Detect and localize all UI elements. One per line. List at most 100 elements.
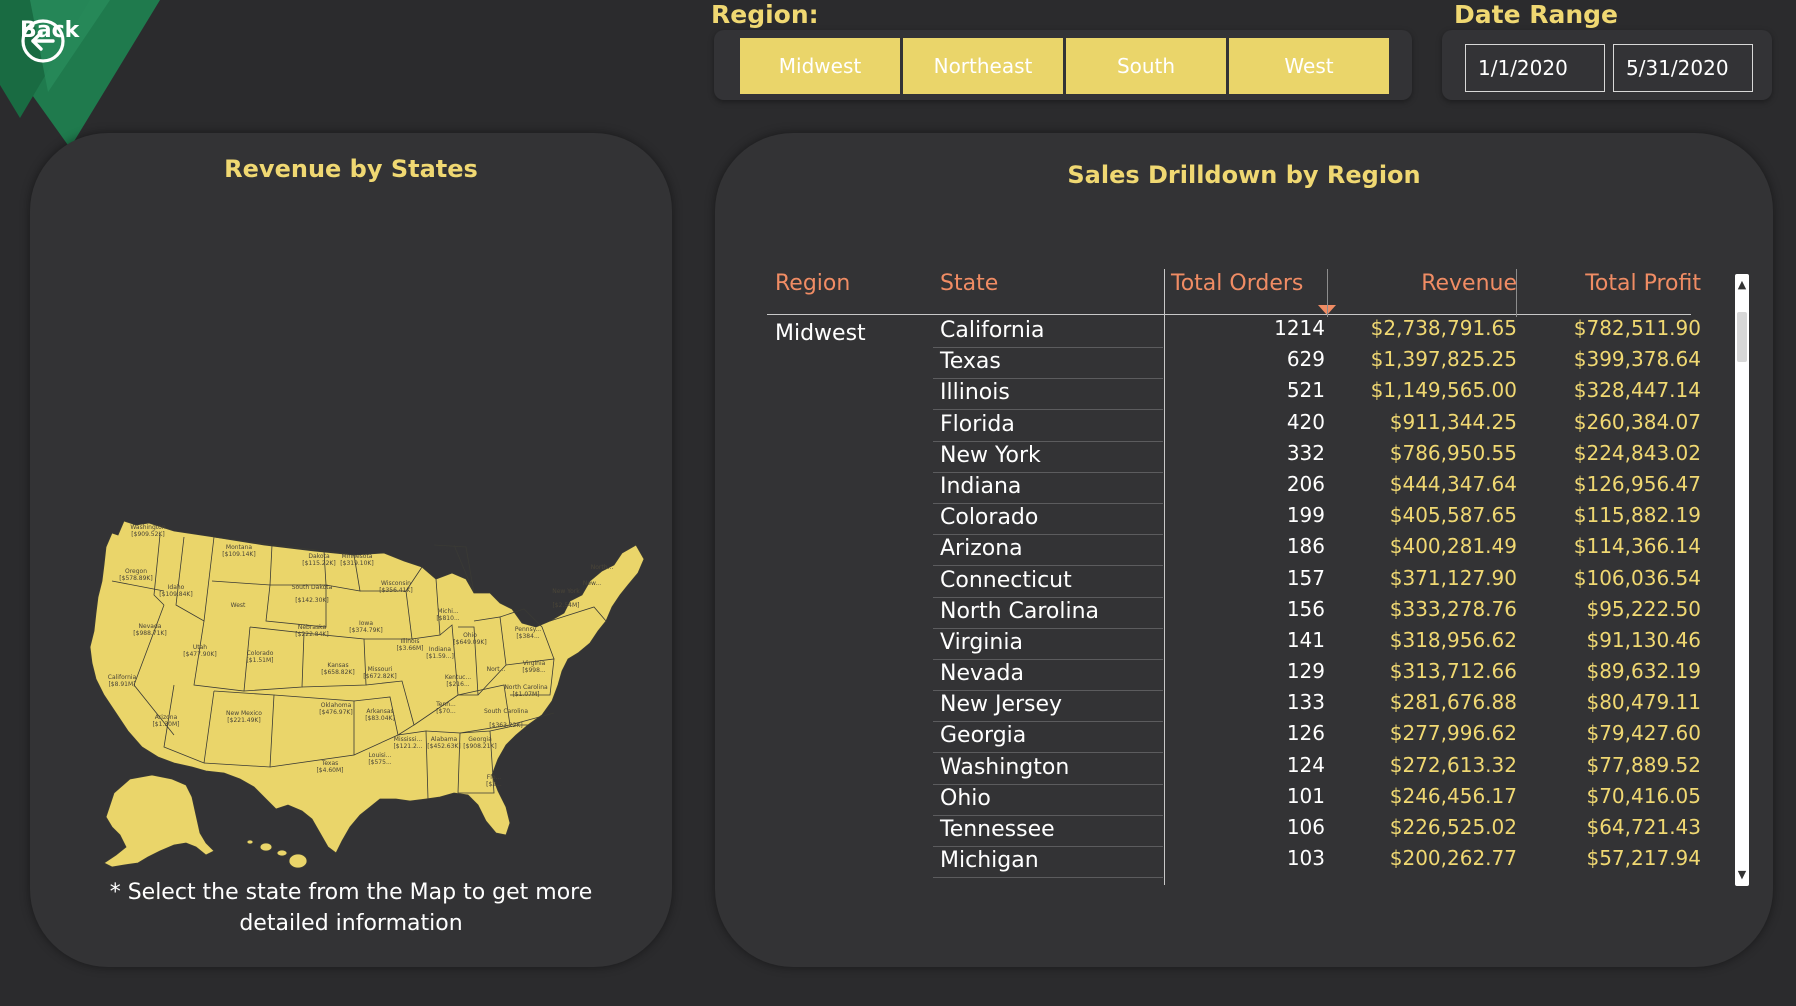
table-row[interactable]: California 1214 $2,738,791.65 $782,511.90 [767,316,1709,348]
table-scrollbar[interactable]: ▲ ▼ [1735,274,1749,886]
map-label: Utah [193,644,207,651]
map-label: Montana [226,544,252,551]
table-row[interactable]: Georgia 126 $277,996.62 $79,427.60 [767,721,1709,754]
total-profit-cell: $126,956.47 [1573,471,1701,496]
row-divider [933,814,1163,816]
table-row[interactable]: Tennessee 106 $226,525.02 $64,721.43 [767,815,1709,847]
map-instruction-note: * Select the state from the Map to get m… [30,877,672,939]
total-profit-cell: $328,447.14 [1573,378,1701,403]
column-divider [1516,269,1517,317]
total-profit-cell: $224,843.02 [1573,440,1701,465]
map-label: [$70... [436,708,456,715]
map-label: Arkansas [366,708,393,715]
region-buttons: Midwest Northeast South West [740,38,1389,94]
total-orders-cell: 420 [1286,409,1325,434]
table-row[interactable]: Nevada 129 $313,712.66 $89,632.19 [767,659,1709,692]
scroll-down-icon[interactable]: ▼ [1737,868,1747,881]
region-group-cell[interactable]: Midwest [775,321,866,346]
map-label: [$672.82K] [363,673,396,680]
state-cell: Georgia [940,723,1027,749]
revenue-cell: $313,712.66 [1389,659,1517,684]
map-label: [$109.14K] [222,551,255,558]
total-orders-cell: 141 [1286,627,1325,652]
map-label: [$384... [516,633,539,640]
row-divider [933,471,1163,473]
table-header: Region State Total Orders Revenue Total … [767,266,1709,316]
total-orders-cell: 199 [1286,503,1325,528]
table-row[interactable]: North Carolina 156 $333,278.76 $95,222.50 [767,596,1709,629]
map-label: Virginia [523,660,546,667]
map-label: Mississi... [394,736,422,743]
table-row[interactable]: Indiana 206 $444,347.64 $126,956.47 [767,471,1709,504]
map-label: [$908.21K] [463,743,496,750]
col-header-revenue[interactable]: Revenue [1421,271,1517,296]
map-label: Kentuc... [445,674,471,681]
hawaii-island [276,849,288,857]
us-revenue-map[interactable]: Washington [$909.52K] Montana [$109.14K]… [54,395,645,925]
table-row[interactable]: Ohio 101 $246,456.17 $70,416.05 [767,783,1709,816]
back-corner-decor [0,0,160,148]
total-profit-cell: $260,384.07 [1573,409,1701,434]
revenue-cell: $405,587.65 [1389,503,1517,528]
revenue-cell: $444,347.64 [1389,471,1517,496]
total-orders-cell: 124 [1286,752,1325,777]
region-option-northeast[interactable]: Northeast [903,38,1063,94]
table-row[interactable]: Florida 420 $911,344.25 $260,384.07 [767,409,1709,442]
map-label: [$83.04K] [365,715,395,722]
region-option-south[interactable]: South [1066,38,1226,94]
map-label: Michi... [437,608,458,615]
table-row[interactable]: Colorado 199 $405,587.65 $115,882.19 [767,503,1709,536]
table-row[interactable]: Texas 629 $1,397,825.25 $399,378.64 [767,347,1709,380]
map-label: North Carolina [504,684,548,691]
scroll-thumb[interactable] [1737,312,1747,362]
map-label: [$1.07M] [512,691,539,698]
scroll-up-icon[interactable]: ▲ [1737,278,1747,291]
revenue-cell: $200,262.77 [1389,846,1517,871]
revenue-cell: $277,996.62 [1389,721,1517,746]
table-row[interactable]: Connecticut 157 $371,127.90 $106,036.54 [767,566,1709,598]
map-label: [$1.51M] [246,657,273,664]
map-label: [$2.54M] [552,602,579,609]
table-row[interactable]: New York 332 $786,950.55 $224,843.02 [767,440,1709,473]
map-note-line2: detailed information [239,911,463,936]
end-date-input[interactable] [1613,44,1753,92]
map-label: Texas [321,760,339,767]
map-label: [$452.63K] [427,743,460,750]
col-header-total-orders[interactable]: Total Orders [1171,271,1304,296]
total-orders-cell: 629 [1286,347,1325,372]
total-profit-cell: $95,222.50 [1586,596,1701,621]
map-label: [$115.22K] [302,560,335,567]
revenue-cell: $246,456.17 [1389,783,1517,808]
row-divider [933,378,1163,380]
map-label: [$575... [368,759,391,766]
region-option-midwest[interactable]: Midwest [740,38,900,94]
table-row[interactable]: Illinois 521 $1,149,565.00 $328,447.14 [767,378,1709,411]
revenue-cell: $226,525.02 [1389,815,1517,839]
map-label: [$142.30K] [295,597,328,604]
us-map-svg[interactable]: Washington [$909.52K] Montana [$109.14K]… [54,395,645,925]
map-label: Missouri [368,666,393,673]
map-label: Nort... [487,666,506,673]
table-row[interactable]: Virginia 141 $318,956.62 $91,130.46 [767,627,1709,660]
column-divider [1327,269,1328,317]
map-label: Illinois [400,638,419,645]
region-option-west[interactable]: West [1229,38,1389,94]
table-row[interactable]: New Jersey 133 $281,676.88 $80,479.11 [767,690,1709,723]
map-label: [$2... [486,781,502,788]
table-row[interactable]: Michigan 103 $200,262.77 $57,217.94 [767,846,1709,879]
map-label: Georgia [468,736,492,743]
table-row[interactable]: Washington 124 $272,613.32 $77,889.52 [767,752,1709,785]
map-label: Dakota [308,553,330,560]
state-cell: Tennessee [940,817,1055,842]
row-divider [933,846,1163,847]
col-header-state[interactable]: State [940,271,999,296]
map-label: [$4.60M] [316,767,343,774]
col-header-region[interactable]: Region [775,271,851,296]
map-label: [$477.90K] [183,651,216,658]
row-divider [933,596,1163,598]
table-row[interactable]: Arizona 186 $400,281.49 $114,366.14 [767,534,1709,567]
col-header-total-profit[interactable]: Total Profit [1585,271,1701,296]
map-label: Pennsy... [515,626,541,633]
back-button[interactable]: Back [20,18,79,63]
start-date-input[interactable] [1465,44,1605,92]
